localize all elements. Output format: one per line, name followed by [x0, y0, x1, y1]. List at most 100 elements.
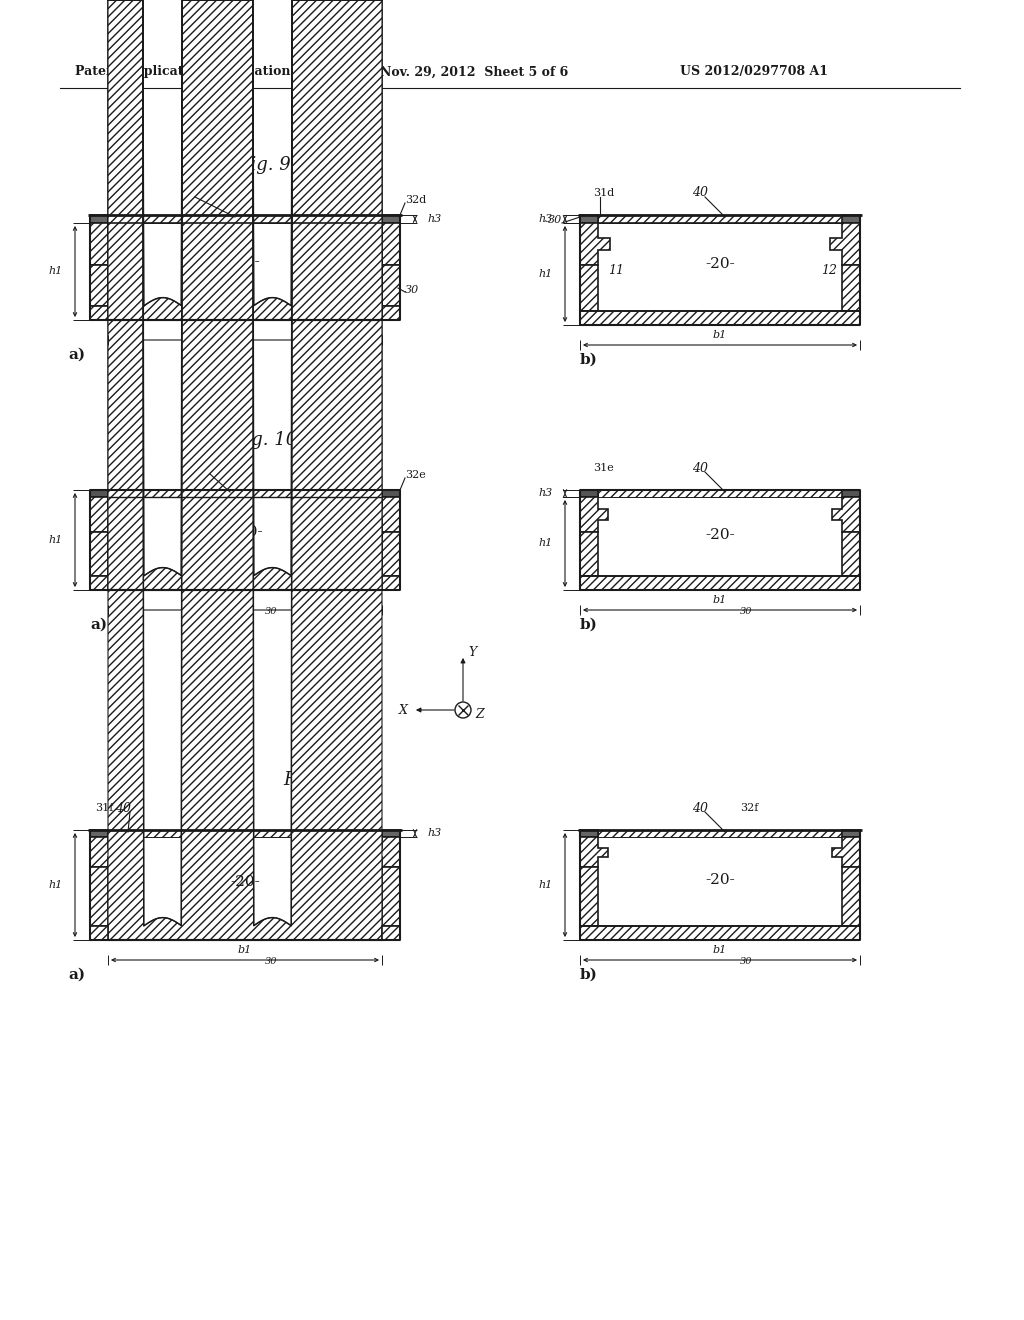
Polygon shape: [90, 576, 108, 590]
Circle shape: [455, 702, 471, 718]
Text: 30: 30: [265, 957, 278, 966]
Text: Fig. 9: Fig. 9: [239, 156, 292, 174]
Text: 32d: 32d: [406, 195, 426, 205]
Text: Patent Application Publication: Patent Application Publication: [75, 66, 291, 78]
Text: b1: b1: [238, 325, 252, 335]
Polygon shape: [580, 490, 598, 498]
Text: b1: b1: [238, 945, 252, 954]
Polygon shape: [580, 927, 860, 940]
Polygon shape: [90, 837, 118, 867]
Text: 32f: 32f: [740, 803, 759, 813]
Text: 30: 30: [265, 607, 278, 616]
Text: h1: h1: [539, 880, 553, 890]
Text: -20-: -20-: [230, 875, 260, 888]
Polygon shape: [580, 498, 608, 532]
Text: b1: b1: [713, 595, 727, 605]
Polygon shape: [598, 215, 842, 223]
Text: -20-: -20-: [706, 257, 735, 272]
Polygon shape: [842, 532, 860, 576]
Text: a): a): [68, 348, 85, 362]
Text: a): a): [90, 618, 108, 632]
Polygon shape: [382, 576, 400, 590]
Polygon shape: [580, 490, 860, 590]
Text: 31e: 31e: [593, 463, 613, 473]
Polygon shape: [108, 830, 382, 837]
Polygon shape: [382, 927, 400, 940]
Polygon shape: [830, 223, 860, 265]
Polygon shape: [598, 830, 842, 837]
Polygon shape: [382, 830, 400, 837]
Polygon shape: [90, 223, 120, 265]
Text: 12: 12: [821, 264, 837, 276]
Text: a): a): [68, 968, 85, 982]
Polygon shape: [831, 837, 860, 867]
Text: Fig. 11: Fig. 11: [283, 771, 347, 789]
Polygon shape: [90, 532, 108, 576]
Text: h3: h3: [427, 829, 441, 838]
Polygon shape: [580, 830, 598, 837]
Text: h1: h1: [49, 880, 63, 890]
Polygon shape: [372, 498, 400, 532]
Polygon shape: [580, 223, 610, 265]
Polygon shape: [842, 830, 860, 837]
Polygon shape: [580, 830, 860, 940]
Polygon shape: [842, 867, 860, 927]
Text: X: X: [399, 704, 408, 717]
Polygon shape: [372, 837, 400, 867]
Polygon shape: [580, 867, 598, 927]
Text: 31d: 31d: [593, 187, 614, 198]
Polygon shape: [90, 830, 400, 940]
Polygon shape: [90, 867, 108, 927]
Polygon shape: [90, 265, 108, 306]
Text: 40: 40: [692, 801, 708, 814]
Text: 32e: 32e: [406, 470, 426, 480]
Polygon shape: [580, 265, 598, 312]
Text: 40: 40: [692, 462, 708, 474]
Text: -20-: -20-: [230, 255, 260, 269]
Text: h1: h1: [539, 269, 553, 279]
Text: b1: b1: [713, 330, 727, 341]
Polygon shape: [90, 490, 108, 498]
Text: -20-: -20-: [706, 873, 735, 887]
Text: - 20-: - 20-: [227, 525, 262, 539]
Polygon shape: [598, 490, 842, 498]
Text: h3: h3: [427, 214, 441, 224]
Polygon shape: [382, 867, 400, 927]
Text: 40: 40: [182, 186, 198, 199]
Polygon shape: [842, 215, 860, 223]
Polygon shape: [382, 265, 400, 306]
Text: -20-: -20-: [706, 528, 735, 543]
Polygon shape: [108, 0, 382, 940]
Text: h3: h3: [539, 488, 553, 499]
Polygon shape: [580, 576, 860, 590]
Polygon shape: [108, 0, 382, 590]
Polygon shape: [108, 490, 382, 498]
Text: 30: 30: [548, 215, 562, 224]
Polygon shape: [580, 532, 598, 576]
Polygon shape: [382, 490, 400, 498]
Polygon shape: [580, 215, 860, 325]
Text: 30: 30: [740, 957, 753, 966]
Text: b): b): [580, 618, 598, 632]
Polygon shape: [580, 312, 860, 325]
Text: 40: 40: [197, 463, 213, 477]
Text: Fig. 10: Fig. 10: [232, 432, 297, 449]
Polygon shape: [90, 490, 400, 590]
Text: Nov. 29, 2012  Sheet 5 of 6: Nov. 29, 2012 Sheet 5 of 6: [380, 66, 568, 78]
Text: h1: h1: [49, 267, 63, 276]
Text: b): b): [580, 968, 598, 982]
Polygon shape: [108, 0, 382, 319]
Polygon shape: [90, 215, 400, 319]
Text: h1: h1: [49, 535, 63, 545]
Polygon shape: [382, 215, 400, 223]
Polygon shape: [90, 498, 118, 532]
Text: 40: 40: [115, 801, 131, 814]
Text: 11: 11: [608, 264, 624, 276]
Polygon shape: [370, 223, 400, 265]
Text: 31f: 31f: [95, 803, 114, 813]
Text: Z: Z: [475, 709, 483, 722]
Text: b1: b1: [713, 945, 727, 954]
Polygon shape: [842, 265, 860, 312]
Text: 40: 40: [692, 186, 708, 199]
Text: 30: 30: [740, 607, 753, 616]
